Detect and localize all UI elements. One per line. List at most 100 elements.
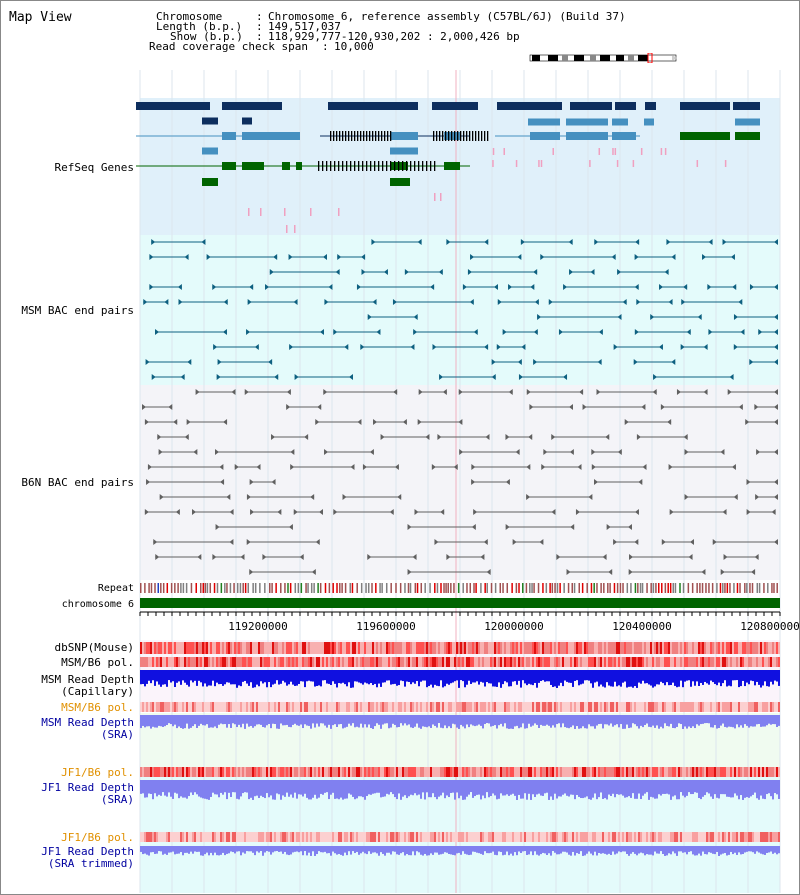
pseudo-mark [538,160,540,167]
heat-cell [186,702,188,712]
repeat-mark [404,583,406,593]
depth-bar [614,846,616,855]
depth-bar [478,780,480,795]
bac-end [774,449,778,455]
bac-end [471,479,476,485]
heat-cell [256,702,258,712]
heat-cell [700,832,702,842]
header-coverage-value: 10,000 [334,40,374,53]
msm-bac-track[interactable] [143,239,778,380]
depth-bar [436,846,438,853]
depth-bar [514,670,516,682]
depth-bar [536,846,538,855]
exon-tick [402,161,404,171]
heat-cell [494,657,496,667]
depth-bar [440,715,442,728]
depth-bar [632,846,634,853]
heat-cell [504,832,506,842]
depth-bar [748,780,750,798]
depth-bar [504,670,506,682]
heat-cell [202,642,204,654]
depth-bar [560,715,562,728]
depth-bar [350,670,352,688]
heat-cell [700,702,702,712]
depth-bar [632,670,634,688]
chromosome-bar[interactable] [140,598,780,608]
depth-bar [340,846,342,855]
bac-end [144,509,149,515]
repeat-mark [317,583,319,593]
heat-cell [322,702,324,712]
b6n-bac-track[interactable] [141,389,778,575]
heatmap-tracks[interactable] [140,642,780,842]
depth-bar [598,846,600,853]
heat-cell [210,767,212,777]
depth-bar [708,670,710,685]
heat-cell [690,657,692,667]
heat-cell [404,702,406,712]
depth-bar [308,846,310,853]
heat-cell [766,642,768,654]
heat-cell [274,767,276,777]
heat-cell [428,767,430,777]
bac-end [729,374,734,380]
gene-block [432,102,478,110]
heat-cell [644,702,646,712]
depth-bar [314,780,316,795]
heat-cell [204,767,206,777]
heat-cell [668,832,670,842]
depth-bar [300,780,302,795]
depth-bar [304,846,306,852]
heat-cell [738,642,740,654]
heat-cell [746,702,748,712]
heat-cell [504,642,506,654]
heat-cell [658,657,660,667]
heat-cell [178,702,180,712]
heat-cell [242,767,244,777]
depth-bar [326,670,328,684]
bac-end [268,359,273,365]
heat-cell [314,702,316,712]
chromosome-ideogram[interactable] [528,53,678,63]
heat-cell [588,832,590,842]
depth-bar [172,846,174,852]
repeat-mark [180,583,182,593]
heat-cell [464,642,466,654]
depth-bar [454,780,456,800]
repeat-mark [669,583,672,593]
bac-end [373,419,378,425]
depth-bar [394,715,396,725]
heat-cell [220,832,222,842]
heat-cell [190,657,192,667]
refseq-track[interactable] [136,102,760,233]
heat-cell [670,642,672,654]
heat-cell [646,642,648,654]
depth-bar [552,780,554,800]
heat-cell [532,767,534,777]
heat-cell [388,832,390,842]
bac-end [540,254,545,260]
depth-tracks[interactable] [140,670,780,856]
depth-bar [716,846,718,852]
depth-bar [672,715,674,728]
bac-end [244,389,249,395]
heat-cell [250,642,252,654]
depth-bar [528,780,530,794]
heat-cell [436,832,438,842]
repeat-mark [213,583,216,593]
depth-bar [380,846,382,853]
heat-cell [214,642,216,654]
depth-bar [416,715,418,724]
depth-bar [690,715,692,728]
repeat-track[interactable] [140,583,778,593]
heat-cell [336,702,338,712]
depth-bar [312,846,314,852]
depth-bar [564,780,566,794]
depth-bar [316,780,318,799]
heat-cell [662,767,664,777]
bac-end [361,254,366,260]
depth-bar [666,715,668,726]
depth-bar [670,715,672,724]
heat-cell [198,702,200,712]
heat-cell [770,657,772,667]
